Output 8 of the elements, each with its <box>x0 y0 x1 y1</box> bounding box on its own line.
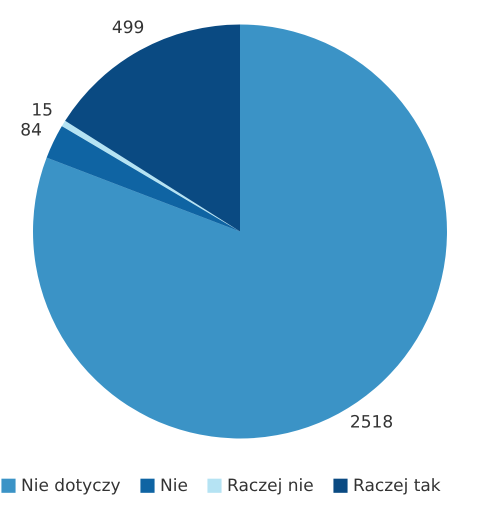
legend-label: Raczej nie <box>227 476 314 496</box>
data-label: 2518 <box>350 412 394 433</box>
legend-label: Nie <box>160 476 188 496</box>
legend-label: Nie dotyczy <box>21 476 121 496</box>
data-label: 15 <box>31 100 53 120</box>
legend-label: Raczej tak <box>353 476 441 496</box>
data-label: 499 <box>112 18 144 38</box>
data-label: 84 <box>20 120 42 141</box>
